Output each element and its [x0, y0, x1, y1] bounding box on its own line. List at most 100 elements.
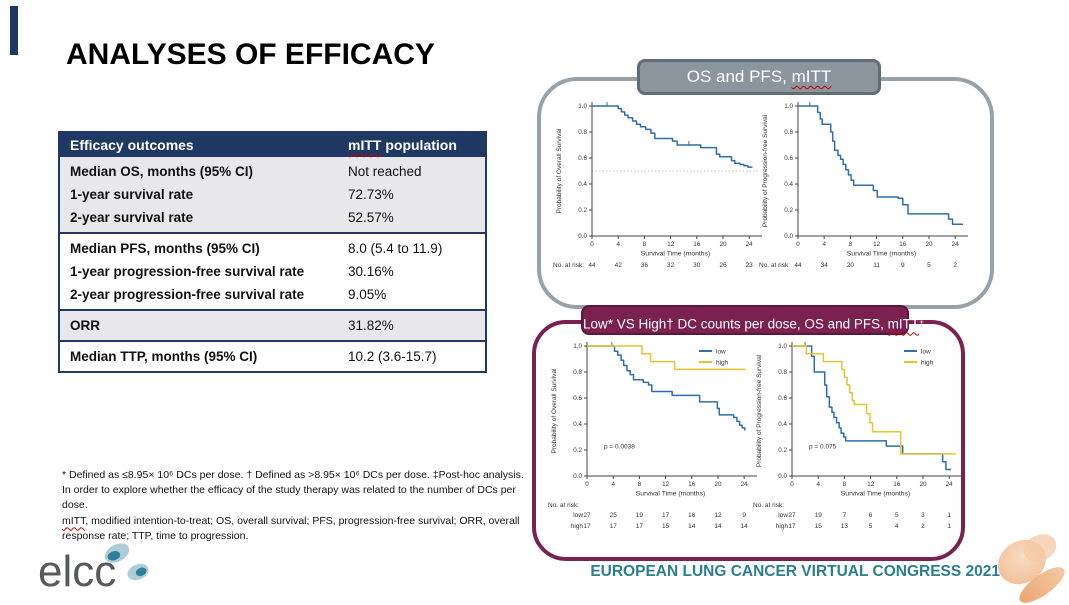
panel-title-text: Low* VS High† DC counts per dose, OS and…: [583, 316, 888, 332]
svg-text:low: low: [573, 512, 583, 519]
svg-text:Survival Time (months): Survival Time (months): [641, 251, 711, 258]
svg-text:0: 0: [790, 481, 794, 488]
svg-text:4: 4: [895, 523, 899, 530]
svg-text:8: 8: [638, 481, 642, 488]
butterfly-icon: [987, 529, 1069, 605]
svg-text:1.0: 1.0: [784, 103, 793, 110]
svg-text:11: 11: [873, 262, 880, 269]
population-label: population: [381, 137, 457, 153]
svg-text:No. at risk:: No. at risk:: [759, 262, 790, 269]
svg-text:44: 44: [588, 262, 596, 269]
svg-text:1: 1: [947, 523, 951, 530]
svg-text:12: 12: [714, 512, 722, 519]
footnote-definitions: * Defined as ≤8.95× 10⁶ DCs per dose. † …: [62, 469, 524, 512]
svg-text:0.0: 0.0: [578, 233, 587, 240]
svg-text:20: 20: [919, 481, 927, 488]
svg-text:12: 12: [662, 481, 670, 488]
km-chart-os-low-high: 0.0 0.2 0.4 0.6 0.8 1.0 0 4 8 12 16 20 24 Survival Ti…: [547, 336, 762, 545]
table-cell-value: 9.05%: [348, 287, 387, 302]
svg-text:8: 8: [849, 241, 853, 248]
table-row: 1-year survival rate 72.73%: [60, 183, 485, 206]
svg-text:2: 2: [921, 523, 925, 530]
table-cell-value: 52.57%: [348, 210, 394, 225]
table-row: 1-year progression-free survival rate 30.…: [60, 260, 485, 283]
svg-text:27: 27: [583, 512, 591, 519]
svg-text:Survival Time (months): Survival Time (months): [841, 491, 911, 498]
svg-text:36: 36: [641, 262, 649, 269]
svg-text:14: 14: [741, 523, 749, 530]
svg-text:0.8: 0.8: [778, 369, 787, 376]
table-header-efficacy-outcomes: Efficacy outcomes: [70, 137, 194, 153]
svg-text:9: 9: [901, 262, 905, 269]
km-chart-pfs-mitt: 0.0 0.2 0.4 0.6 0.8 1.0 0 4 8 12 16 20 24 Survival Ti…: [758, 96, 973, 289]
svg-text:0.8: 0.8: [578, 129, 587, 136]
svg-text:0.6: 0.6: [578, 155, 587, 162]
table-group: Median OS, months (95% CI) Not reached 1-y…: [60, 157, 485, 232]
svg-text:0.0: 0.0: [573, 473, 582, 480]
svg-text:24: 24: [946, 481, 954, 488]
svg-text:No. at risk:: No. at risk:: [553, 262, 584, 269]
svg-text:8: 8: [843, 481, 847, 488]
svg-text:1.0: 1.0: [573, 343, 582, 350]
svg-text:0.4: 0.4: [578, 181, 587, 188]
corner-accent-bar: [10, 6, 18, 55]
svg-text:44: 44: [794, 262, 802, 269]
svg-text:Probability of Progression-fre: Probability of Progression-free Survival: [756, 354, 763, 467]
svg-text:0.8: 0.8: [573, 369, 582, 376]
svg-text:low: low: [921, 348, 931, 355]
svg-text:0.2: 0.2: [784, 207, 793, 214]
svg-text:1: 1: [947, 512, 951, 519]
footnotes: * Defined as ≤8.95× 10⁶ DCs per dose. † …: [62, 468, 530, 544]
svg-text:12: 12: [873, 241, 881, 248]
svg-text:8: 8: [643, 241, 647, 248]
svg-text:30: 30: [693, 262, 701, 269]
elcc-logo: elcc: [38, 543, 168, 602]
svg-text:23: 23: [746, 262, 754, 269]
table-row: 2-year progression-free survival rate 9.0…: [60, 283, 485, 306]
svg-text:2: 2: [953, 262, 957, 269]
table-cell-value: Not reached: [348, 164, 422, 179]
svg-text:0.2: 0.2: [573, 447, 582, 454]
footnote-mitt: mITT: [62, 514, 86, 527]
svg-text:low: low: [778, 512, 788, 519]
table-cell-label: Median TTP, months (95% CI): [70, 349, 258, 364]
svg-text:0.4: 0.4: [778, 421, 787, 428]
table-header-mitt-population: mITT population: [348, 137, 485, 153]
congress-footer: EUROPEAN LUNG CANCER VIRTUAL CONGRESS 20…: [590, 563, 1000, 580]
svg-text:32: 32: [667, 262, 675, 269]
svg-text:0: 0: [796, 241, 800, 248]
table-cell-label: ORR: [70, 318, 100, 333]
svg-text:low: low: [716, 348, 726, 355]
svg-text:17: 17: [583, 523, 591, 530]
svg-text:0.2: 0.2: [578, 207, 587, 214]
svg-text:high: high: [571, 523, 584, 530]
table-cell-value: 72.73%: [348, 187, 394, 202]
table-cell-value: 30.16%: [348, 264, 394, 279]
footnote-abbreviations: , modified intention-to-treat; OS, overa…: [62, 514, 520, 542]
low-high-dc-panel-title: Low* VS High† DC counts per dose, OS and…: [581, 305, 924, 335]
svg-text:12: 12: [867, 481, 875, 488]
svg-text:19: 19: [815, 512, 823, 519]
table-row: Median TTP, months (95% CI) 10.2 (3.6-15.…: [60, 345, 485, 368]
svg-text:14: 14: [714, 523, 722, 530]
svg-text:high: high: [716, 359, 729, 366]
svg-text:24: 24: [741, 481, 749, 488]
table-cell-label: 2-year progression-free survival rate: [70, 287, 305, 302]
table-group: Median PFS, months (95% CI) 8.0 (5.4 to 1…: [60, 232, 485, 309]
table-group: ORR 31.82%: [60, 309, 485, 340]
elcc-logo-text: elcc: [38, 547, 117, 596]
svg-text:1.0: 1.0: [578, 103, 587, 110]
table-cell-label: 1-year survival rate: [70, 187, 194, 202]
table-row: Median OS, months (95% CI) Not reached: [60, 160, 485, 183]
svg-text:0.0: 0.0: [784, 233, 793, 240]
table-cell-label: Median OS, months (95% CI): [70, 164, 254, 179]
svg-text:Probability of Overall Surviva: Probability of Overall Survival: [556, 128, 563, 213]
svg-text:12: 12: [667, 241, 675, 248]
svg-text:27: 27: [788, 512, 796, 519]
svg-text:15: 15: [815, 523, 823, 530]
svg-text:20: 20: [847, 262, 855, 269]
slide-title: ANALYSES OF EFFICACY: [66, 38, 435, 71]
svg-text:16: 16: [899, 241, 907, 248]
table-cell-value: 31.82%: [348, 318, 394, 333]
